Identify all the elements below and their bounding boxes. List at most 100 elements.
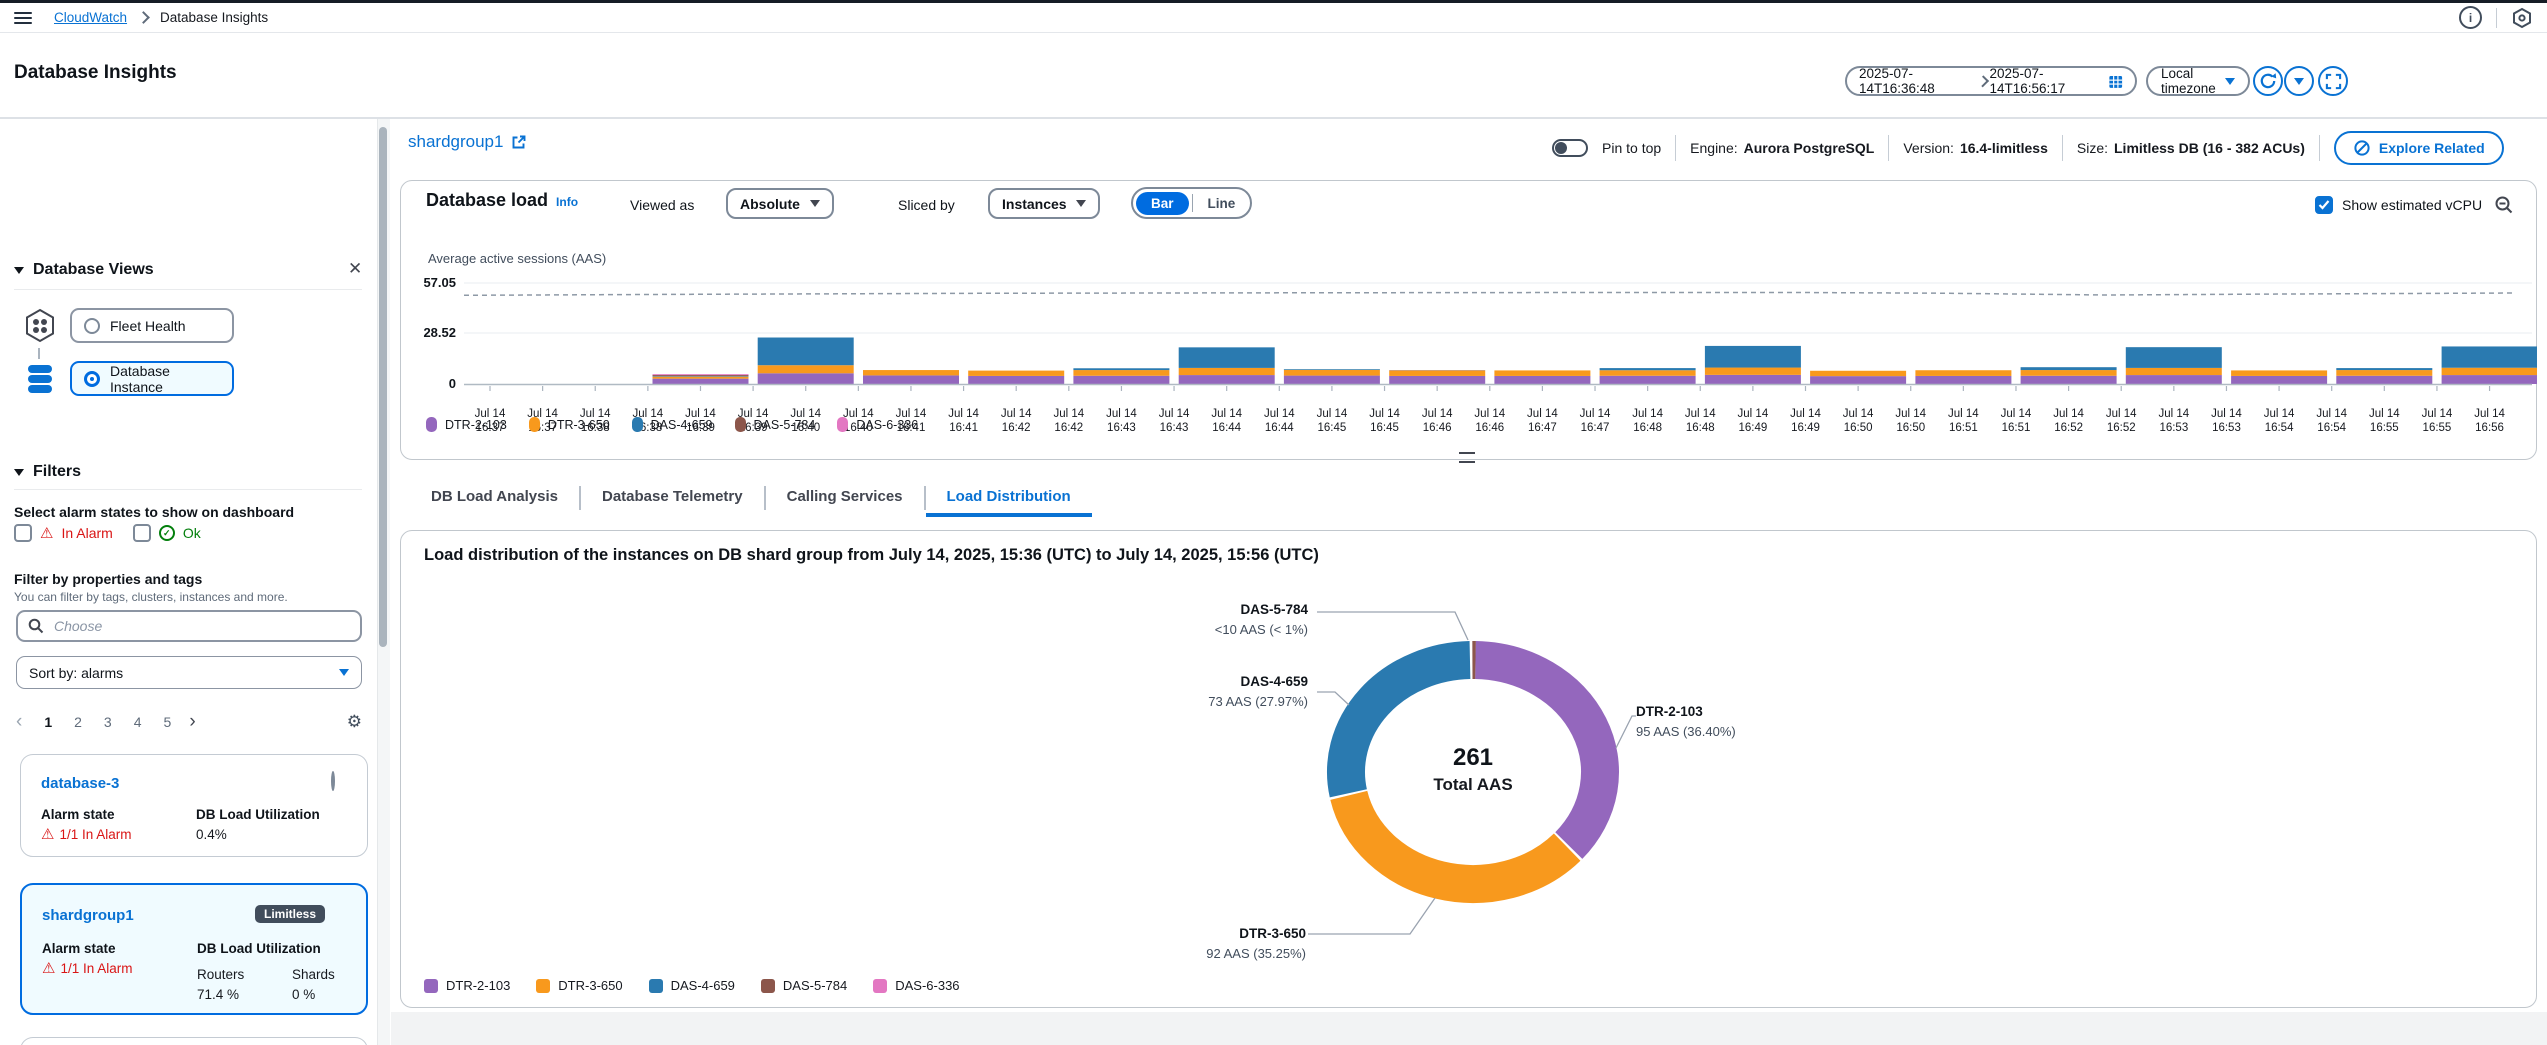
- svg-text:57.05: 57.05: [423, 275, 456, 290]
- tab-load-distribution-active[interactable]: Load Distribution: [925, 479, 1092, 517]
- in-alarm-checkbox[interactable]: [14, 524, 32, 542]
- svg-text:Jul 14: Jul 14: [1738, 408, 1769, 420]
- page-5[interactable]: 5: [163, 714, 172, 730]
- external-link-icon: [513, 135, 526, 149]
- gear-icon[interactable]: ⚙: [346, 712, 362, 731]
- instance-title-link[interactable]: shardgroup1: [408, 132, 527, 152]
- callout-dtr-2-103: DTR-2-103 95 AAS (36.40%): [1636, 704, 1736, 739]
- viewed-as-value: Absolute: [740, 195, 800, 212]
- show-vcpu-checkbox-checked[interactable]: [2315, 196, 2333, 214]
- collapse-caret-icon: [14, 468, 24, 476]
- svg-text:16:53: 16:53: [2212, 422, 2241, 434]
- viewed-as-select[interactable]: Absolute: [726, 188, 834, 219]
- svg-text:16:54: 16:54: [2265, 422, 2294, 434]
- engine-label: Engine:: [1690, 140, 1738, 156]
- svg-text:Jul 14: Jul 14: [1527, 408, 1558, 420]
- timezone-select[interactable]: Local timezone: [2146, 66, 2250, 96]
- page-3[interactable]: 3: [103, 714, 112, 730]
- sort-by-select[interactable]: Sort by: alarms: [16, 656, 362, 689]
- search-input[interactable]: [52, 617, 326, 635]
- segment-divider: [1191, 194, 1193, 212]
- db-card-title-link[interactable]: shardgroup1: [42, 907, 134, 924]
- cloudshell-hexagon-icon[interactable]: [2511, 7, 2533, 29]
- db-card-shardgroup1[interactable]: shardgroup1 Limitless Alarm state ⚠ 1/1 …: [20, 883, 368, 1015]
- view-option-database-instance[interactable]: Database Instance: [70, 361, 234, 396]
- property-search-field[interactable]: [16, 610, 362, 642]
- database-views-section-header[interactable]: Database Views: [14, 261, 154, 279]
- legend-item[interactable]: DTR-3-650: [536, 978, 623, 993]
- breadcrumb-cloudwatch-link[interactable]: CloudWatch: [54, 10, 128, 25]
- legend-item[interactable]: DAS-6-336: [837, 417, 918, 432]
- view-option-fleet-health[interactable]: Fleet Health: [70, 308, 234, 343]
- explore-related-button[interactable]: Explore Related: [2333, 131, 2504, 165]
- zoom-out-icon[interactable]: [2494, 195, 2514, 215]
- svg-text:Jul 14: Jul 14: [1580, 408, 1611, 420]
- db-card-title-link[interactable]: database-3: [41, 775, 120, 792]
- close-sidebar-icon[interactable]: ✕: [348, 259, 363, 278]
- legend-item[interactable]: DAS-5-784: [734, 417, 815, 432]
- svg-text:Jul 14: Jul 14: [1895, 408, 1926, 420]
- bar-toggle-selected[interactable]: Bar: [1136, 191, 1189, 215]
- radio-unselected[interactable]: [84, 317, 100, 334]
- hamburger-menu-icon[interactable]: [14, 11, 32, 24]
- refresh-options-button[interactable]: [2284, 66, 2314, 96]
- svg-text:Jul 14: Jul 14: [2106, 408, 2137, 420]
- svg-text:16:40: 16:40: [844, 422, 873, 434]
- chevron-down-icon: [810, 200, 820, 207]
- svg-text:16:45: 16:45: [1318, 422, 1347, 434]
- page-4[interactable]: 4: [133, 714, 142, 730]
- svg-text:16:39: 16:39: [739, 422, 768, 434]
- date-range-picker[interactable]: 2025-07-14T16:36:48 2025-07-14T16:56:17: [1845, 66, 2137, 96]
- ok-checkbox[interactable]: [132, 524, 151, 542]
- filters-section-header[interactable]: Filters: [14, 463, 81, 481]
- line-toggle[interactable]: Line: [1207, 195, 1236, 211]
- legend-item[interactable]: DTR-2-103: [426, 417, 507, 432]
- sidebar-scrollbar-thumb[interactable]: [379, 127, 387, 647]
- db-card-database-3[interactable]: database-3 Alarm state ⚠ 1/1 In Alarm DB…: [20, 754, 368, 857]
- svg-text:16:42: 16:42: [1054, 422, 1083, 434]
- svg-text:Jul 14: Jul 14: [2211, 408, 2242, 420]
- panel-resize-handle[interactable]: [1459, 452, 1475, 463]
- page-1[interactable]: 1: [44, 714, 53, 730]
- legend-item[interactable]: DAS-4-659: [648, 978, 735, 993]
- callout-dtr-3-650: DTR-3-650 92 AAS (35.25%): [1206, 926, 1306, 961]
- svg-text:Jul 14: Jul 14: [1317, 408, 1348, 420]
- size-label: Size:: [2076, 140, 2108, 156]
- pin-to-top-toggle[interactable]: [1552, 139, 1588, 157]
- fleet-health-label: Fleet Health: [110, 317, 186, 334]
- info-link[interactable]: Info: [556, 195, 579, 209]
- legend-item[interactable]: DAS-4-659: [631, 417, 713, 432]
- legend-item[interactable]: DTR-2-103: [424, 978, 510, 993]
- next-page-icon[interactable]: ›: [189, 711, 196, 732]
- info-icon[interactable]: i: [2459, 6, 2482, 29]
- legend-item[interactable]: DAS-5-784: [760, 978, 847, 993]
- prev-page-icon[interactable]: ‹: [16, 711, 23, 732]
- pin-to-top-label: Pin to top: [1602, 140, 1662, 156]
- legend-item[interactable]: DAS-6-336: [873, 978, 960, 993]
- size-value: Limitless DB (16 - 382 ACUs): [2114, 140, 2305, 156]
- tab-db-load-analysis[interactable]: DB Load Analysis: [431, 487, 558, 505]
- sidebar-panel: Database Views ✕ Fleet Health Database I…: [0, 119, 390, 1045]
- refresh-button[interactable]: [2253, 66, 2283, 96]
- instance-meta-row: Pin to top Engine: Aurora PostgreSQL Ver…: [1552, 131, 2504, 165]
- props-filter-help: You can filter by tags, clusters, instan…: [14, 590, 288, 604]
- svg-text:16:39: 16:39: [686, 422, 715, 434]
- tab-calling-services[interactable]: Calling Services: [786, 487, 903, 505]
- legend-item[interactable]: DTR-3-650: [528, 417, 610, 432]
- sort-by-value: Sort by: alarms: [29, 664, 124, 681]
- svg-text:16:41: 16:41: [897, 422, 926, 434]
- fullscreen-button[interactable]: [2318, 66, 2348, 96]
- alarm-state-label: Alarm state: [41, 807, 115, 822]
- page-2[interactable]: 2: [74, 714, 82, 730]
- show-vcpu-label: Show estimated vCPU: [2342, 197, 2483, 213]
- total-aas-value: 261: [1452, 744, 1494, 771]
- radio-selected[interactable]: [84, 370, 100, 387]
- tab-database-telemetry[interactable]: Database Telemetry: [601, 487, 743, 505]
- db-card-radio[interactable]: [331, 771, 335, 791]
- tab-divider: [763, 486, 766, 510]
- sliced-by-select[interactable]: Instances: [988, 188, 1100, 219]
- svg-text:16:44: 16:44: [1212, 422, 1241, 434]
- calendar-icon[interactable]: [2108, 73, 2123, 90]
